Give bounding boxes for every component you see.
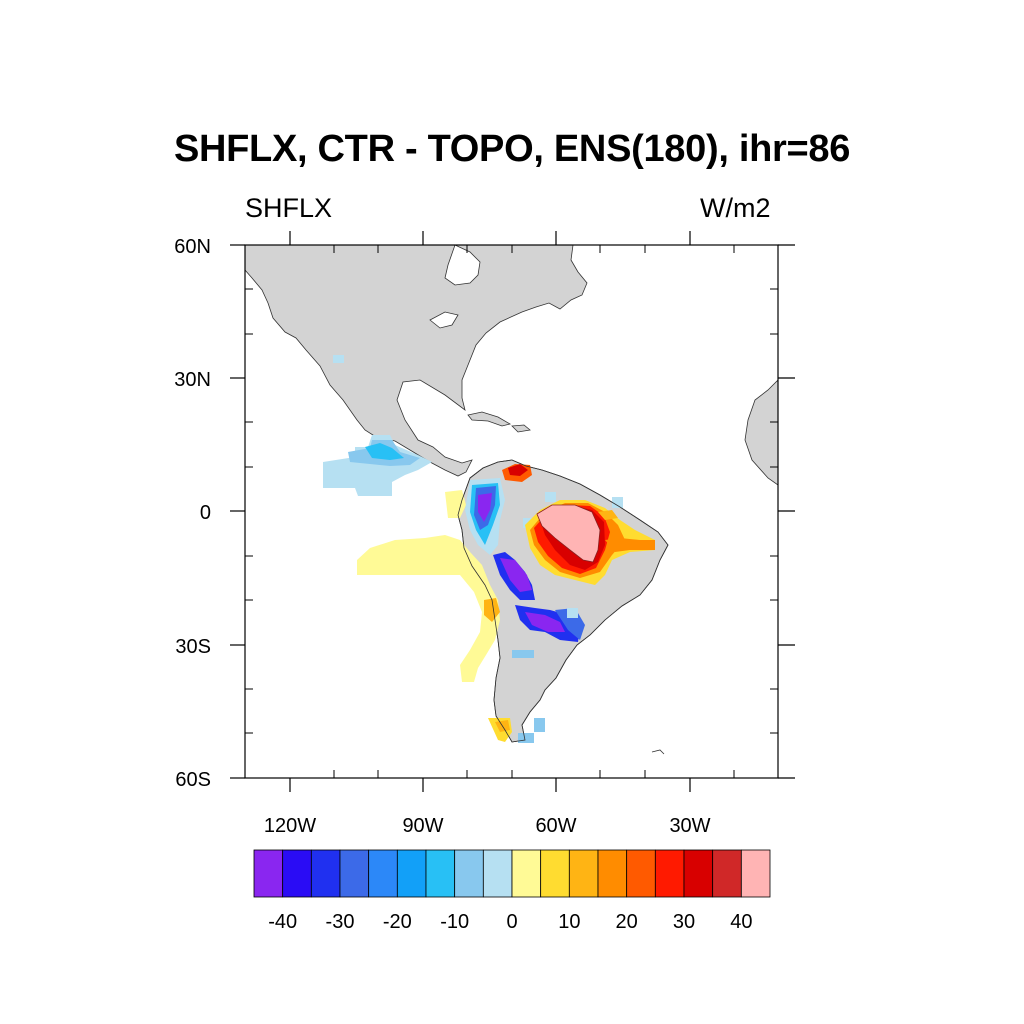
- lat-label: 60N: [174, 236, 211, 258]
- colorbar-label: -10: [440, 911, 469, 933]
- axis-ticks: [230, 231, 795, 792]
- hispaniola: [511, 424, 531, 433]
- cuba: [467, 411, 512, 427]
- great-lakes: [429, 311, 459, 329]
- colorbar: [253, 849, 771, 898]
- colorbar-labels: -40 -30 -20 -10 0 10 20 30 40: [268, 911, 752, 933]
- colorbar-label: 0: [506, 911, 517, 933]
- colorbar-label: -40: [268, 911, 297, 933]
- land-north-america: [245, 245, 588, 477]
- lat-label: 30N: [174, 369, 211, 391]
- colorbar-label: -30: [326, 911, 355, 933]
- colorbar-swatch: [511, 849, 542, 898]
- colorbar-swatch: [253, 849, 284, 898]
- colorbar-swatch: [282, 849, 312, 898]
- colorbar-label: -20: [383, 911, 412, 933]
- lon-labels: 120W 90W 60W 30W: [264, 815, 711, 837]
- lat-label: 30S: [175, 636, 211, 658]
- colorbar-label: 10: [558, 911, 580, 933]
- colorbar-swatch: [540, 849, 570, 898]
- lon-label: 120W: [264, 815, 316, 837]
- lon-label: 90W: [402, 815, 443, 837]
- variable-label: SHFLX: [245, 193, 333, 223]
- colorbar-swatch: [368, 849, 398, 898]
- map-area: [245, 245, 778, 778]
- falklands: [651, 749, 665, 755]
- lat-label: 0: [200, 502, 211, 524]
- colorbar-label: 30: [673, 911, 695, 933]
- colorbar-swatch: [454, 849, 484, 898]
- colorbar-swatch: [425, 849, 456, 898]
- hudson-bay: [444, 245, 481, 286]
- lon-label: 30W: [669, 815, 710, 837]
- anomaly-field: [323, 355, 655, 743]
- colorbar-swatch: [310, 849, 341, 898]
- colorbar-swatch: [654, 849, 685, 898]
- colorbar-swatch: [339, 849, 370, 898]
- colorbar-swatch: [626, 849, 656, 898]
- axis-minor-ticks: [245, 245, 778, 778]
- colorbar-swatch: [597, 849, 628, 898]
- colorbar-label: 20: [616, 911, 638, 933]
- land-africa: [744, 379, 778, 486]
- colorbar-swatch: [396, 849, 427, 898]
- map-title: SHFLX, CTR - TOPO, ENS(180), ihr=86: [173, 128, 851, 170]
- lon-label: 60W: [535, 815, 576, 837]
- colorbar-swatch: [712, 849, 742, 898]
- units-label: W/m2: [700, 193, 771, 223]
- colorbar-swatch: [482, 849, 513, 898]
- colorbar-swatch: [568, 849, 599, 898]
- lat-label: 60S: [175, 769, 211, 791]
- colorbar-swatch: [740, 849, 771, 898]
- colorbar-swatch: [683, 849, 714, 898]
- lat-labels: 60N 30N 0 30S 60S: [174, 236, 211, 791]
- colorbar-label: 40: [730, 911, 752, 933]
